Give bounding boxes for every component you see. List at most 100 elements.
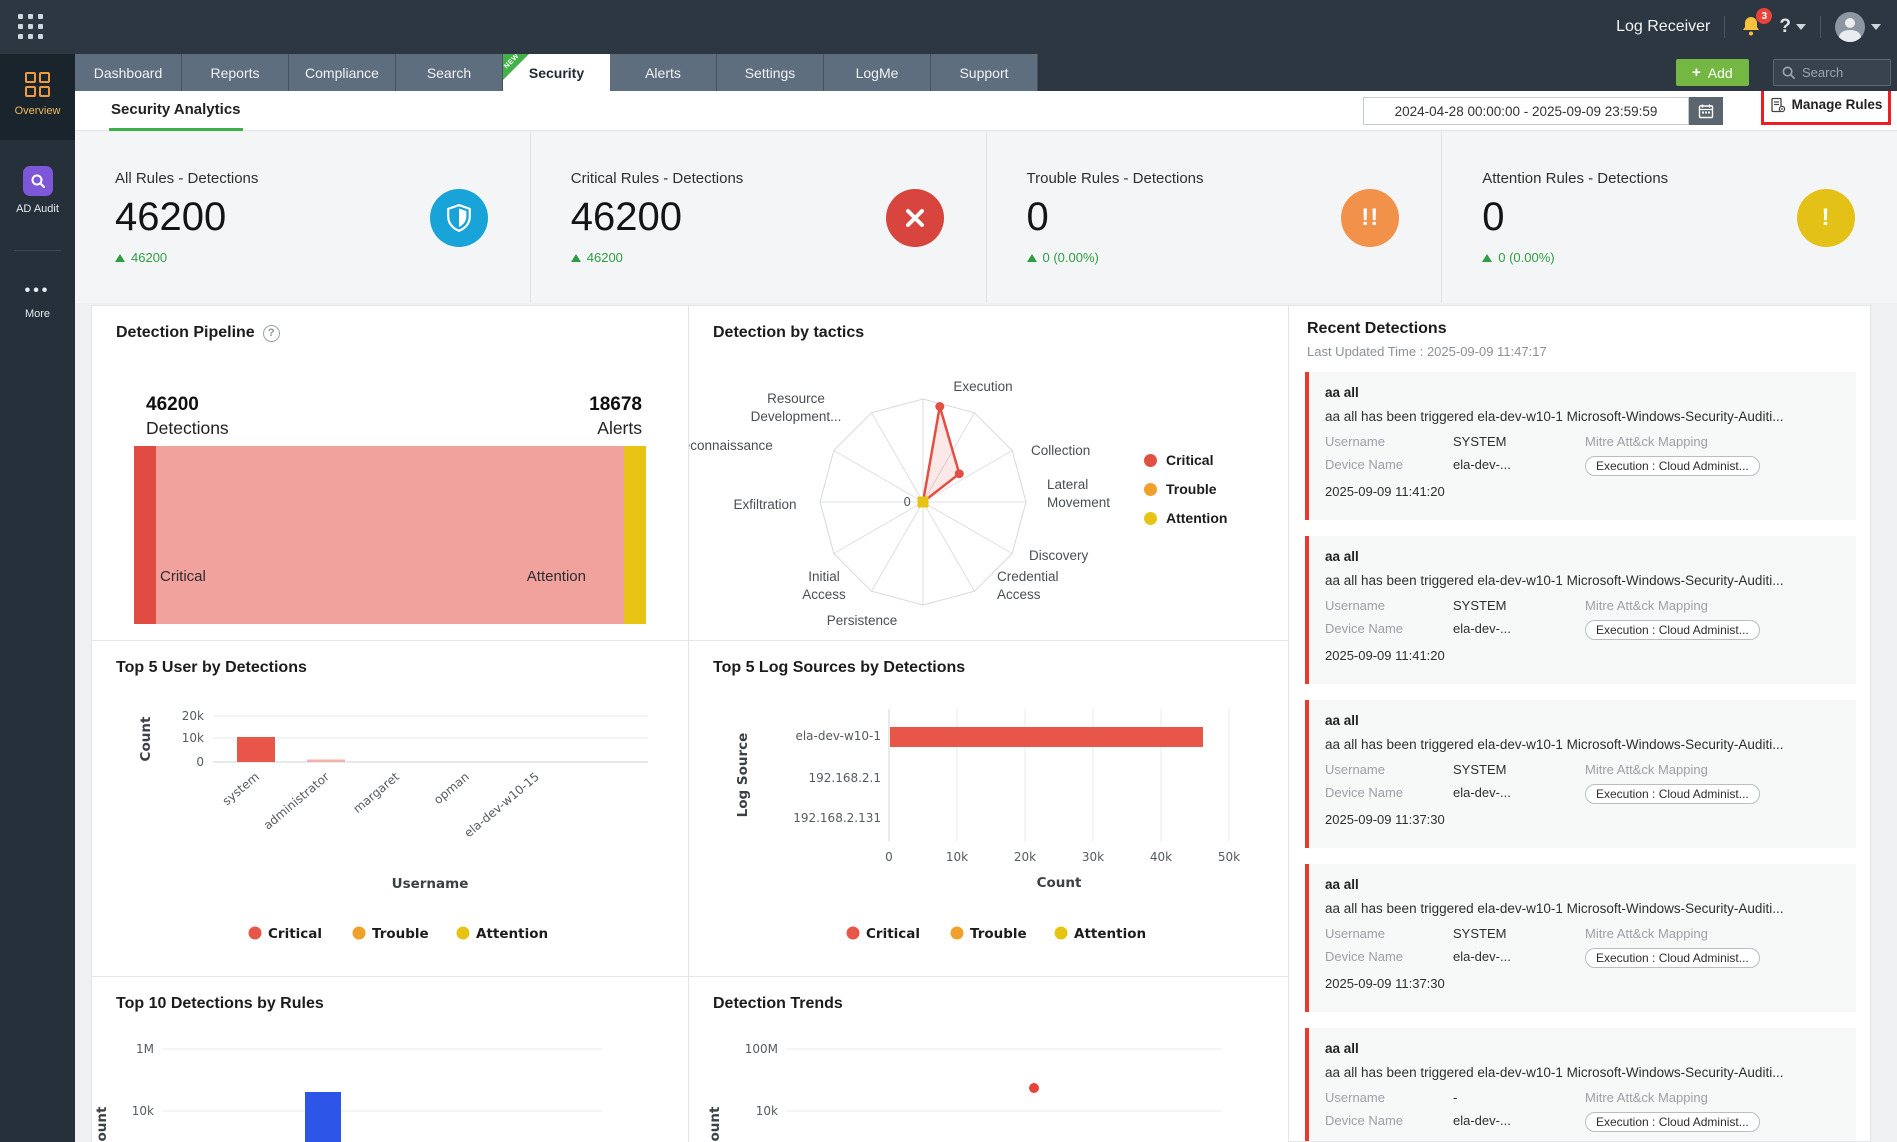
tactics-radar-chart[interactable]: 0 xyxy=(689,346,1289,641)
svg-text:1M: 1M xyxy=(136,1042,154,1056)
detection-card[interactable]: aa all aa all has been triggered ela-dev… xyxy=(1305,536,1856,684)
legend-item-trouble[interactable]: Trouble xyxy=(1144,481,1227,497)
top-rules-chart[interactable]: 1M 10k Count xyxy=(92,977,689,1142)
legend-item-critical[interactable]: Critical xyxy=(846,926,921,942)
help-menu[interactable]: ? xyxy=(1779,16,1806,38)
bar-administrator[interactable] xyxy=(307,759,345,763)
top-log-sources-chart[interactable]: ela-dev-w10-1 192.168.2.1 192.168.2.131 … xyxy=(689,641,1289,977)
add-button[interactable]: + Add xyxy=(1676,59,1749,86)
svg-text:100M: 100M xyxy=(745,1042,778,1056)
main-nav: Dashboard Reports Compliance Search NEW … xyxy=(75,53,1897,91)
legend-item-attention[interactable]: Attention xyxy=(1144,510,1227,526)
up-triangle-icon xyxy=(1026,253,1037,262)
svg-text:192.168.2.131: 192.168.2.131 xyxy=(793,811,881,825)
panel-detection-trends: Detection Trends 100M 10k Count xyxy=(688,976,1289,1142)
axis-label-execution: Execution xyxy=(953,379,1013,394)
notification-count-badge: 3 xyxy=(1756,8,1773,24)
mitre-tag[interactable]: Execution : Cloud Administ... xyxy=(1585,456,1760,476)
legend-item-trouble[interactable]: Trouble xyxy=(352,926,429,942)
panel-detection-by-tactics: Detection by tactics 0 Execution Reso xyxy=(688,305,1289,641)
sankey-flow[interactable]: Critical Attention xyxy=(134,446,646,624)
tab-search[interactable]: Search xyxy=(396,54,503,91)
bar-rule-1[interactable] xyxy=(305,1092,341,1142)
stat-attention-rules[interactable]: Attention Rules - Detections 0 0 (0.00%)… xyxy=(1441,132,1897,303)
sidebar-item-overview[interactable]: Overview xyxy=(0,54,75,140)
plus-icon: + xyxy=(1692,64,1701,81)
axis-label-initial-access: Initial Access xyxy=(802,569,846,602)
apps-grid-icon[interactable] xyxy=(18,14,44,40)
bar-system[interactable] xyxy=(237,737,275,762)
legend-item-critical[interactable]: Critical xyxy=(248,926,323,942)
tab-security-analytics[interactable]: Security Analytics xyxy=(109,91,243,131)
radar-point-execution[interactable] xyxy=(935,402,945,411)
tab-reports[interactable]: Reports xyxy=(182,54,289,91)
legend-item-attention[interactable]: Attention xyxy=(456,926,549,942)
svg-text:ela-dev-w10-1: ela-dev-w10-1 xyxy=(795,729,881,743)
axis-label-discovery: Discovery xyxy=(1029,548,1089,563)
date-range-input[interactable] xyxy=(1363,97,1689,125)
top-users-chart[interactable]: 20k 10k 0 Count system administrator mar… xyxy=(92,641,689,977)
divider xyxy=(14,250,61,251)
tab-support[interactable]: Support xyxy=(931,54,1038,91)
mitre-tag[interactable]: Execution : Cloud Administ... xyxy=(1585,948,1760,968)
stat-trouble-rules[interactable]: Trouble Rules - Detections 0 0 (0.00%) !… xyxy=(985,132,1442,303)
tab-compliance[interactable]: Compliance xyxy=(289,54,396,91)
radar-zero-tick: 0 xyxy=(903,495,911,509)
stat-critical-rules[interactable]: Critical Rules - Detections 46200 46200 xyxy=(529,132,986,303)
svg-text:Critical: Critical xyxy=(866,926,920,942)
trend-point[interactable] xyxy=(1029,1083,1039,1093)
sidebar-item-ad-audit[interactable]: AD Audit xyxy=(0,158,75,228)
sidebar-item-more[interactable]: ••• More xyxy=(24,282,51,321)
detection-card[interactable]: aa all aa all has been triggered ela-dev… xyxy=(1305,864,1856,1012)
help-icon[interactable]: ? xyxy=(262,324,280,342)
svg-text:20k: 20k xyxy=(1014,850,1036,864)
global-search[interactable] xyxy=(1773,59,1891,86)
search-input[interactable] xyxy=(1802,65,1882,80)
legend-dot xyxy=(1144,453,1157,467)
stat-all-rules[interactable]: All Rules - Detections 46200 46200 xyxy=(75,132,530,303)
avatar xyxy=(1835,12,1865,42)
panel-detection-pipeline: Detection Pipeline ? 46200 Detections 18… xyxy=(91,305,689,641)
radar-point-collection[interactable] xyxy=(954,469,964,479)
sankey-node-attention[interactable] xyxy=(624,446,646,624)
notifications-bell-icon[interactable]: 3 xyxy=(1739,8,1773,40)
axis-label-persistence: Persistence xyxy=(826,613,898,628)
detection-timestamp: 2025-09-09 11:41:20 xyxy=(1325,484,1445,499)
radar-series-critical[interactable] xyxy=(921,406,961,505)
calendar-button[interactable] xyxy=(1689,97,1723,125)
detection-card[interactable]: aa all aa all has been triggered ela-dev… xyxy=(1305,1028,1856,1141)
alerts-total: 18678 xyxy=(589,394,642,415)
detection-card[interactable]: aa all aa all has been triggered ela-dev… xyxy=(1305,700,1856,848)
bar-ela-dev-w10-1[interactable] xyxy=(890,727,1203,747)
panel-title: Top 10 Detections by Rules xyxy=(116,995,324,1012)
svg-text:system: system xyxy=(220,770,262,809)
tab-alerts[interactable]: Alerts xyxy=(610,54,717,91)
sankey-node-critical[interactable] xyxy=(134,446,156,624)
legend-item-critical[interactable]: Critical xyxy=(1144,452,1227,468)
detection-card-list: aa all aa all has been triggered ela-dev… xyxy=(1305,372,1856,1141)
svg-text:10k: 10k xyxy=(132,1104,154,1118)
tab-settings[interactable]: Settings xyxy=(717,54,824,91)
mitre-tag[interactable]: Execution : Cloud Administ... xyxy=(1585,784,1760,804)
detection-card[interactable]: aa all aa all has been triggered ela-dev… xyxy=(1305,372,1856,520)
tab-logme[interactable]: LogMe xyxy=(824,54,931,91)
chevron-down-icon xyxy=(1796,24,1806,30)
mitre-tag[interactable]: Execution : Cloud Administ... xyxy=(1585,620,1760,640)
svg-text:192.168.2.1: 192.168.2.1 xyxy=(808,771,881,785)
svg-text:opman: opman xyxy=(431,770,472,807)
tab-security[interactable]: NEW Security xyxy=(503,53,610,91)
detection-trends-chart[interactable]: 100M 10k Count xyxy=(689,977,1289,1142)
legend-item-trouble[interactable]: Trouble xyxy=(950,926,1027,942)
detection-timestamp: 2025-09-09 11:37:30 xyxy=(1325,976,1445,991)
mitre-tag[interactable]: Execution : Cloud Administ... xyxy=(1585,1112,1760,1132)
ellipsis-icon: ••• xyxy=(24,282,51,299)
svg-text:10k: 10k xyxy=(756,1104,778,1118)
svg-text:50k: 50k xyxy=(1218,850,1240,864)
svg-text:30k: 30k xyxy=(1082,850,1104,864)
svg-text:0: 0 xyxy=(885,850,893,864)
ad-audit-search-icon xyxy=(22,166,53,196)
topbar: Log Receiver 3 ? xyxy=(0,0,1897,54)
legend-item-attention[interactable]: Attention xyxy=(1054,926,1147,942)
user-menu[interactable] xyxy=(1835,12,1881,42)
tab-dashboard[interactable]: Dashboard xyxy=(75,54,182,91)
